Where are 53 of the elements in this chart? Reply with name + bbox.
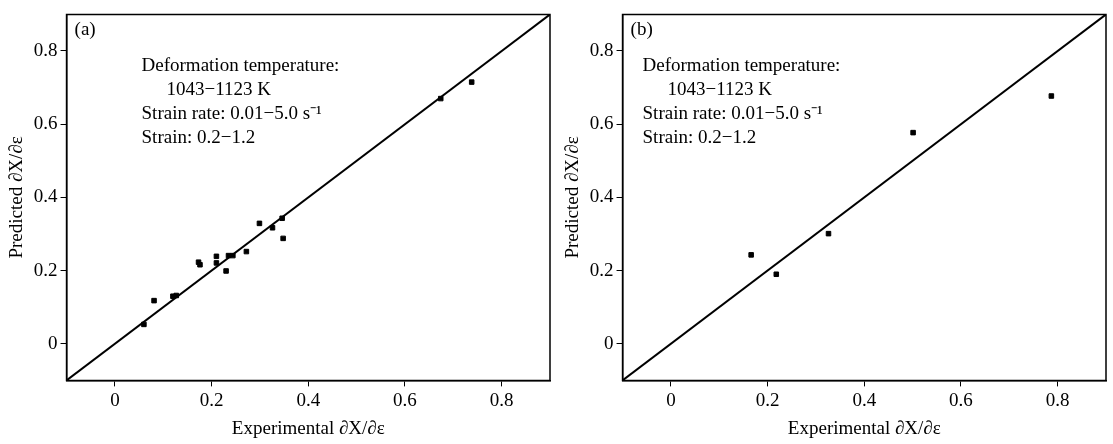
y-axis-title: Predicted ∂X/∂ε xyxy=(561,136,583,259)
annotation: Strain: 0.2−1.2 xyxy=(642,125,757,147)
x-tick-label: 0 xyxy=(666,388,676,410)
y-tick-label: 0 xyxy=(604,331,614,353)
x-tick-label: 0.6 xyxy=(393,388,417,410)
point xyxy=(230,252,236,259)
y-tick-label: 0.4 xyxy=(589,185,615,207)
annotation: 1043−1123 K xyxy=(667,77,773,99)
point xyxy=(173,292,180,299)
x-axis-title: Experimental ∂X/∂ε xyxy=(787,416,941,438)
point xyxy=(1048,93,1055,99)
x-tick-label: 0 xyxy=(110,388,120,410)
x-tick-label: 0.8 xyxy=(1045,388,1070,410)
point xyxy=(213,253,220,260)
point xyxy=(223,268,229,274)
x-axis-title: Experimental ∂X/∂ε xyxy=(231,416,385,438)
y-tick-label: 0.8 xyxy=(33,38,58,60)
y-tick-label: 0.2 xyxy=(33,258,58,280)
point xyxy=(256,220,263,227)
point xyxy=(213,260,220,266)
y-tick-label: 0.6 xyxy=(33,112,58,134)
point xyxy=(269,225,276,231)
y-axis-title: Predicted ∂X/∂ε xyxy=(5,136,27,259)
x-tick-label: 0.4 xyxy=(296,388,321,410)
x-tick-label: 0.8 xyxy=(489,388,514,410)
annotation: Deformation temperature: xyxy=(642,53,841,75)
y-tick-label: 0.4 xyxy=(33,185,59,207)
annotation: (a) xyxy=(74,17,96,40)
y-tick-label: 0.8 xyxy=(589,38,614,60)
annotation: 1043−1123 K xyxy=(166,77,272,99)
annotation: Strain rate: 0.01−5.0 s⁻¹ xyxy=(141,101,323,123)
point xyxy=(437,95,444,102)
point xyxy=(151,297,157,304)
y-tick-label: 0 xyxy=(48,331,58,353)
point xyxy=(748,252,754,258)
point xyxy=(280,235,286,242)
x-tick-label: 0.2 xyxy=(199,388,224,410)
y-tick-label: 0.6 xyxy=(589,112,614,134)
point xyxy=(910,129,916,136)
annotation: (b) xyxy=(630,17,653,40)
point xyxy=(279,215,285,222)
annotation: Deformation temperature: xyxy=(141,53,340,75)
point xyxy=(825,230,832,237)
x-tick-label: 0.2 xyxy=(755,388,780,410)
x-tick-label: 0.4 xyxy=(852,388,877,410)
point xyxy=(141,321,147,328)
x-tick-label: 0.6 xyxy=(949,388,973,410)
point xyxy=(243,248,250,255)
y-tick-label: 0.2 xyxy=(589,258,614,280)
annotation: Strain rate: 0.01−5.0 s⁻¹ xyxy=(642,101,824,123)
point xyxy=(773,271,780,278)
annotation: Strain: 0.2−1.2 xyxy=(141,125,256,147)
point xyxy=(468,79,475,85)
